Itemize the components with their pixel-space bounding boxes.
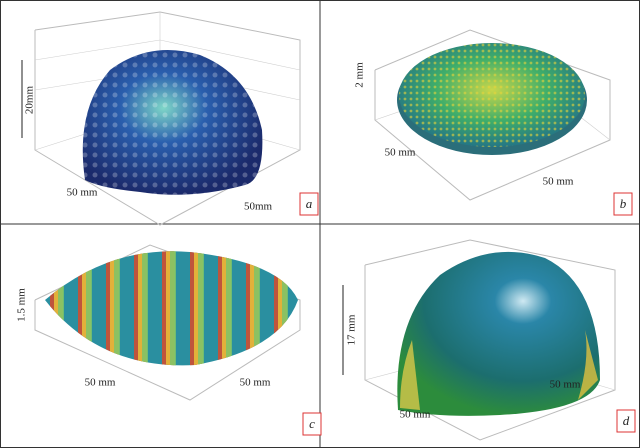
surface-texture xyxy=(399,43,585,147)
ridge xyxy=(170,251,176,366)
ridge xyxy=(254,251,260,366)
label-box xyxy=(613,192,633,216)
panel-label: b xyxy=(620,196,627,211)
height-label: 1.5 mm xyxy=(16,288,28,322)
x-label: 50 mm xyxy=(67,187,98,199)
ridge xyxy=(58,251,64,366)
y-label: 50 mm xyxy=(240,377,271,389)
y-label: 50 mm xyxy=(543,176,574,188)
height-label: 20mm xyxy=(24,86,36,115)
ridge xyxy=(226,251,232,366)
panel-label: a xyxy=(306,196,313,211)
ridge xyxy=(282,251,288,366)
ridge xyxy=(86,251,92,366)
label-box xyxy=(299,192,319,216)
height-label: 17 mm xyxy=(346,314,358,345)
surface-highlight xyxy=(400,340,420,410)
axes-box xyxy=(34,244,301,401)
x-label: 50 mm xyxy=(400,409,431,421)
ridge xyxy=(142,251,148,366)
ridge xyxy=(114,251,120,366)
y-label: 50 mm xyxy=(550,379,581,391)
panel-label: d xyxy=(623,413,630,428)
surface xyxy=(397,251,600,416)
label-box xyxy=(616,409,636,433)
surface xyxy=(45,251,298,366)
ridge xyxy=(198,251,204,366)
x-label: 50 mm xyxy=(385,147,416,159)
panel-label: c xyxy=(309,416,315,431)
x-label: 50 mm xyxy=(85,377,116,389)
surface-highlight xyxy=(578,330,598,400)
y-label: 50mm xyxy=(244,201,273,213)
label-box xyxy=(302,412,322,436)
height-label: 2 mm xyxy=(354,62,366,88)
surface-texture xyxy=(82,50,263,195)
